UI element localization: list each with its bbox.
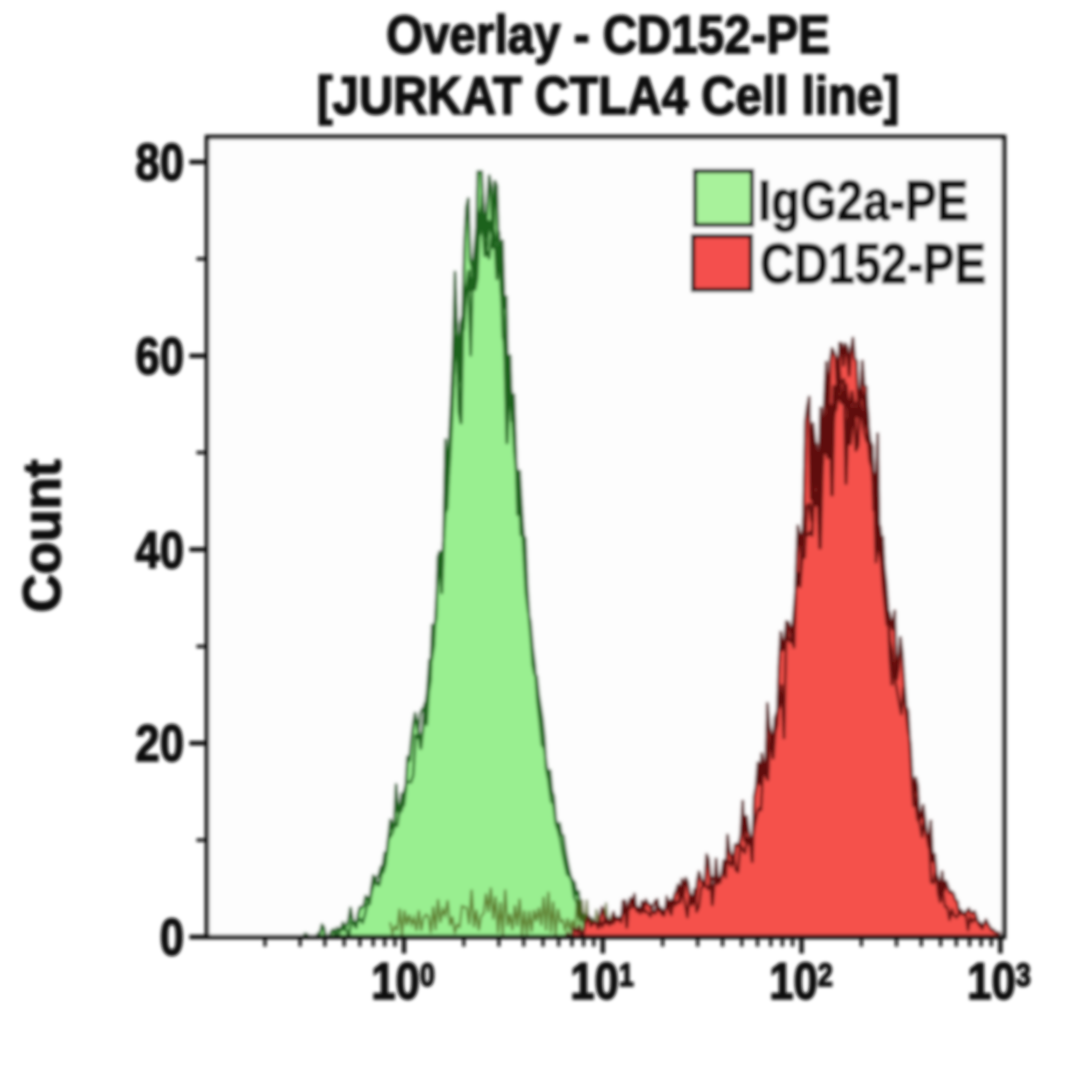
svg-text:60: 60 — [135, 329, 184, 386]
svg-text:20: 20 — [135, 716, 184, 773]
svg-text:101: 101 — [570, 954, 634, 1011]
svg-text:[JURKAT CTLA4 Cell line]: [JURKAT CTLA4 Cell line] — [317, 65, 900, 126]
svg-text:0: 0 — [160, 910, 184, 967]
svg-text:CD152-PE: CD152-PE — [760, 233, 986, 296]
svg-text:40: 40 — [135, 523, 184, 580]
svg-text:80: 80 — [135, 135, 184, 192]
svg-text:Count: Count — [13, 459, 72, 612]
svg-text:Overlay - CD152-PE: Overlay - CD152-PE — [386, 4, 830, 65]
svg-text:IgG2a-PE: IgG2a-PE — [758, 170, 968, 233]
